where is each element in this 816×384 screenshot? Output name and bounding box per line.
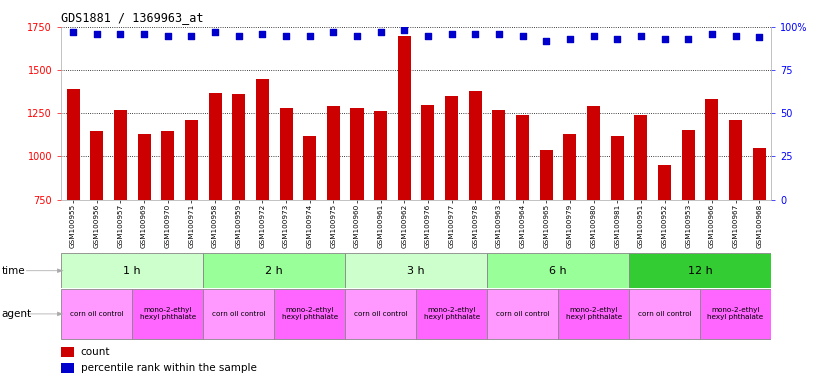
Point [397,27,410,33]
Point [445,31,458,37]
Point [681,36,694,42]
Bar [61,363,73,373]
Point [208,29,221,35]
Point [232,33,245,39]
Point [303,33,316,39]
Bar [588,106,600,200]
Point [255,31,268,37]
Text: corn oil control: corn oil control [496,311,549,317]
Bar [446,96,458,200]
Point [90,31,103,37]
Bar [706,99,718,200]
Bar [233,94,245,200]
Point [705,31,718,37]
Text: mono-2-ethyl
hexyl phthalate: mono-2-ethyl hexyl phthalate [424,308,480,320]
Point [66,29,80,35]
Text: corn oil control: corn oil control [638,311,691,317]
Bar [540,151,552,200]
Bar [345,253,487,288]
Bar [730,120,742,200]
Bar [493,110,505,200]
Text: corn oil control: corn oil control [70,311,123,317]
Bar [469,91,481,200]
Point [587,33,600,39]
Bar [487,289,558,339]
Point [516,33,529,39]
Text: count: count [81,347,110,357]
Point [326,29,339,35]
Point [539,38,552,44]
Text: 1 h: 1 h [123,266,141,276]
Text: 3 h: 3 h [407,266,425,276]
Point [184,33,197,39]
Bar [274,289,345,339]
Point [752,34,765,40]
Bar [132,289,203,339]
Text: mono-2-ethyl
hexyl phthalate: mono-2-ethyl hexyl phthalate [707,308,764,320]
Bar [61,347,73,357]
Point [137,31,150,37]
Bar [61,253,203,288]
Point [113,31,127,37]
Bar [280,108,292,200]
Bar [256,79,268,200]
Bar [629,253,771,288]
Text: mono-2-ethyl
hexyl phthalate: mono-2-ethyl hexyl phthalate [565,308,622,320]
Text: 2 h: 2 h [265,266,283,276]
Bar [564,134,576,200]
Point [634,33,647,39]
Bar [375,111,387,200]
Point [421,33,434,39]
Bar [700,289,771,339]
Bar [203,289,274,339]
Bar [351,108,363,200]
Point [610,36,623,42]
Text: agent: agent [2,309,32,319]
Bar [327,106,339,200]
Bar [304,136,316,200]
Text: mono-2-ethyl
hexyl phthalate: mono-2-ethyl hexyl phthalate [140,308,196,320]
Bar [185,120,197,200]
Bar [517,115,529,200]
Bar [659,165,671,200]
Bar [487,253,629,288]
Bar [629,289,700,339]
Bar [635,115,647,200]
Bar [416,289,487,339]
Bar [67,89,79,200]
Text: percentile rank within the sample: percentile rank within the sample [81,363,256,373]
Point [468,31,481,37]
Bar [345,289,416,339]
Point [161,33,174,39]
Point [492,31,505,37]
Text: corn oil control: corn oil control [212,311,265,317]
Bar [209,93,221,200]
Text: GDS1881 / 1369963_at: GDS1881 / 1369963_at [61,12,204,25]
Text: corn oil control: corn oil control [354,311,407,317]
Bar [753,148,765,200]
Point [279,33,292,39]
Point [350,33,363,39]
Bar [422,105,434,200]
Point [563,36,576,42]
Bar [611,136,623,200]
Bar [114,110,126,200]
Text: time: time [2,266,25,276]
Bar [398,36,410,200]
Bar [558,289,629,339]
Bar [91,131,103,200]
Text: mono-2-ethyl
hexyl phthalate: mono-2-ethyl hexyl phthalate [282,308,338,320]
Point [729,33,742,39]
Bar [138,134,150,200]
Bar [682,130,694,200]
Bar [203,253,345,288]
Point [374,29,387,35]
Point [658,36,671,42]
Bar [61,289,132,339]
Text: 12 h: 12 h [688,266,712,276]
Bar [162,131,174,200]
Text: 6 h: 6 h [549,266,567,276]
